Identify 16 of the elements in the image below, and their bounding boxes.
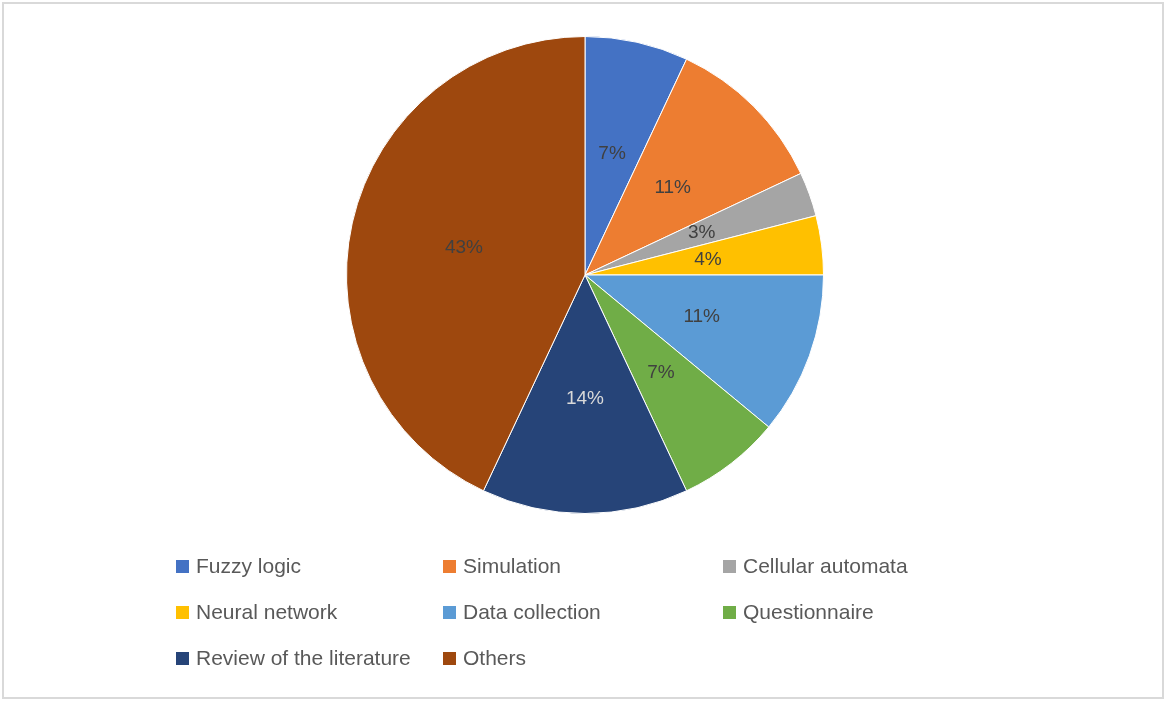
legend-label: Fuzzy logic — [196, 554, 302, 578]
data-label: 11% — [654, 175, 692, 197]
data-label: 43% — [444, 236, 484, 258]
data-label: 14% — [565, 387, 605, 409]
legend-label: Review of the literature — [196, 646, 411, 670]
data-label: 7% — [647, 361, 675, 383]
legend-label: Data collection — [463, 600, 601, 624]
data-label: 7% — [598, 142, 626, 164]
legend-label: Questionnaire — [743, 600, 874, 624]
legend-label: Simulation — [463, 554, 562, 578]
legend-label: Cellular automata — [743, 554, 908, 578]
legend-label: Neural network — [196, 600, 338, 624]
data-label: 4% — [694, 247, 722, 269]
legend-label: Others — [463, 646, 527, 670]
data-label: 3% — [687, 221, 716, 243]
data-label: 11% — [683, 305, 721, 327]
